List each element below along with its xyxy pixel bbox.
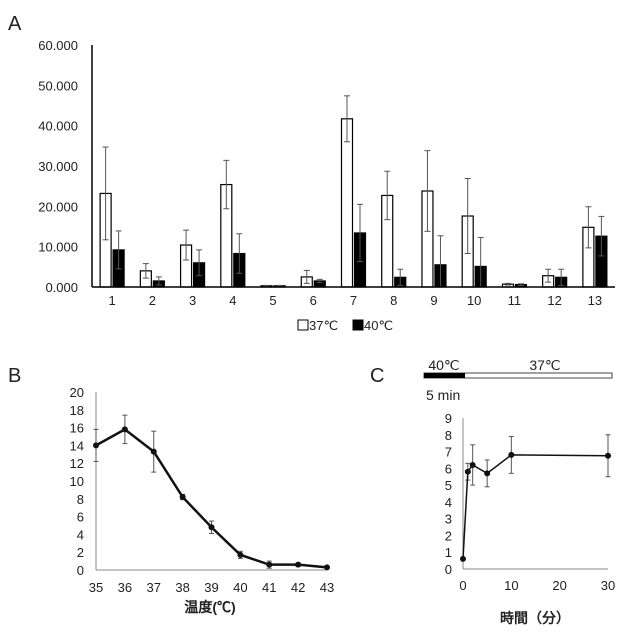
x-tick-label: 42	[291, 580, 305, 595]
protocol-bar: 40℃ 37℃ 5 min	[424, 357, 612, 403]
y-tick-label: 2	[445, 528, 452, 543]
y-tick-label: 4	[445, 495, 452, 510]
x-tick-label: 1	[108, 293, 115, 308]
panel-label-b: B	[8, 365, 21, 387]
chart-a: 0.000 10.000 20.000 30.000 40.000 50.000 60.00…	[38, 38, 615, 333]
y-tick-label: 1	[445, 545, 452, 560]
y-tick-label: 6	[445, 461, 452, 476]
y-tick-label: 50.000	[38, 78, 78, 93]
x-tick-label: 3	[189, 293, 196, 308]
y-tick-label: 30.000	[38, 159, 78, 174]
y-tick-label: 5	[445, 478, 452, 493]
x-tick-label: 12	[547, 293, 561, 308]
x-tick-label: 38	[175, 580, 189, 595]
x-tick-label: 10	[504, 578, 518, 593]
chart-b: 0 2 4 6 8 10 12 14 16 18 20 35 36 37 38 39 40 41 42 43 温度(℃)	[70, 385, 335, 615]
recovery-label: 37℃	[529, 357, 560, 373]
x-tick-label: 10	[467, 293, 481, 308]
x-axis-title: 温度(℃)	[184, 599, 235, 615]
x-tick-label: 37	[147, 580, 161, 595]
x-tick-label: 9	[430, 293, 437, 308]
data-point	[484, 470, 490, 476]
y-tick-label: 0	[445, 562, 452, 577]
panel-label-c: C	[370, 365, 384, 387]
x-tick-label: 0	[459, 578, 466, 593]
legend-swatch	[353, 320, 363, 330]
x-tick-label: 43	[320, 580, 334, 595]
data-point	[151, 449, 157, 455]
chart-c: 01234567890102030時間（分）40℃37℃5 min	[424, 357, 615, 626]
x-tick-label: 6	[310, 293, 317, 308]
legend-label: 37℃	[309, 318, 338, 333]
data-point	[508, 452, 514, 458]
y-tick-label: 0	[77, 563, 84, 578]
x-tick-label: 11	[508, 293, 522, 308]
y-tick-label: 40.000	[38, 119, 78, 134]
legend-swatch	[298, 320, 308, 330]
figure: A B C 0.00010.00020.00030.00040.00050.00…	[0, 0, 640, 640]
data-point	[470, 462, 476, 468]
y-tick-label: 16	[70, 421, 84, 436]
x-tick-label: 5	[269, 293, 276, 308]
legend-label: 40℃	[364, 318, 393, 333]
data-point	[324, 564, 330, 570]
x-tick-label: 40	[233, 580, 247, 595]
x-tick-label: 35	[89, 580, 103, 595]
y-tick-label: 3	[445, 512, 452, 527]
heat-label: 40℃	[428, 357, 459, 373]
x-tick-label: 4	[229, 293, 236, 308]
x-axis-title: 時間（分）	[500, 610, 570, 626]
data-point	[237, 552, 243, 558]
panel-label-a: A	[8, 13, 22, 35]
x-tick-label: 13	[588, 293, 602, 308]
y-tick-label: 2	[77, 545, 84, 560]
data-point	[465, 469, 471, 475]
data-line	[96, 429, 327, 567]
data-point	[295, 562, 301, 568]
y-tick-label: 10	[70, 474, 84, 489]
x-tick-label: 20	[552, 578, 566, 593]
x-tick-label: 2	[149, 293, 156, 308]
y-tick-label: 20	[70, 385, 84, 400]
duration-label: 5 min	[426, 387, 460, 403]
x-tick-label: 7	[350, 293, 357, 308]
data-point	[93, 442, 99, 448]
y-tick-label: 20.000	[38, 199, 78, 214]
y-tick-label: 6	[77, 510, 84, 525]
data-point	[209, 524, 215, 530]
bar-37c	[342, 119, 353, 287]
figure-canvas: A B C 0.00010.00020.00030.00040.00050.00…	[0, 0, 640, 640]
y-tick-label: 8	[77, 492, 84, 507]
data-point	[605, 453, 611, 459]
x-tick-label: 39	[204, 580, 218, 595]
x-tick-label: 8	[390, 293, 397, 308]
y-tick-label: 4	[77, 527, 84, 542]
y-tick-label: 0.000	[45, 280, 78, 295]
y-tick-label: 8	[445, 428, 452, 443]
data-line	[463, 455, 608, 559]
heat-period-bar	[424, 373, 465, 378]
data-point	[460, 556, 466, 562]
data-point	[266, 562, 272, 568]
y-tick-label: 18	[70, 403, 84, 418]
y-tick-label: 10.000	[38, 240, 78, 255]
x-tick-label: 30	[601, 578, 615, 593]
data-point	[180, 494, 186, 500]
y-tick-label: 9	[445, 411, 452, 426]
y-tick-label: 7	[445, 445, 452, 460]
x-tick-label: 41	[262, 580, 276, 595]
y-tick-label: 12	[70, 456, 84, 471]
x-tick-label: 36	[118, 580, 132, 595]
legend: 37℃ 40℃	[298, 318, 393, 333]
y-tick-label: 60.000	[38, 38, 78, 53]
data-point	[122, 426, 128, 432]
y-tick-label: 14	[70, 438, 84, 453]
